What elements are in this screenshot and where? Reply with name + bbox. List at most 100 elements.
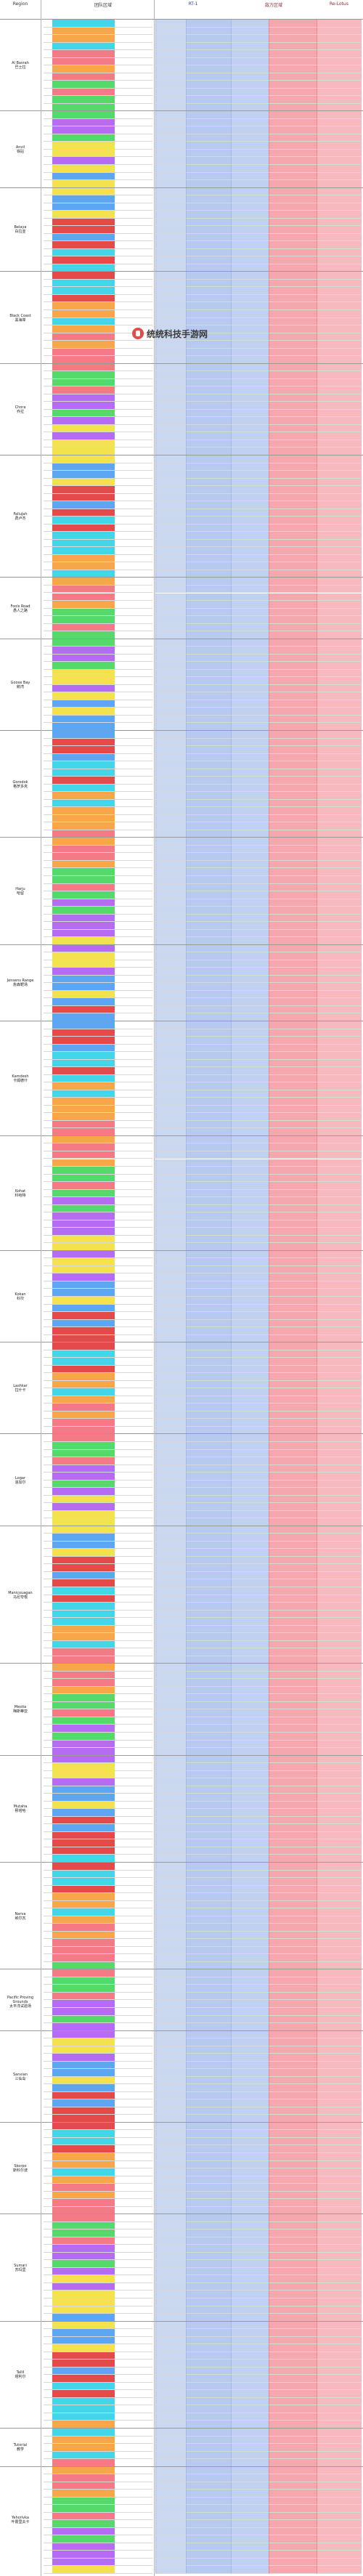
row-blue-b bbox=[186, 126, 231, 134]
row-layer-name bbox=[52, 218, 115, 227]
row-index bbox=[44, 1786, 52, 1794]
row-blue-c bbox=[231, 1900, 269, 1909]
row-index bbox=[44, 1106, 52, 1114]
row-red-b bbox=[317, 1037, 362, 1045]
row-red-b bbox=[317, 1380, 362, 1389]
row-blue-a bbox=[155, 623, 186, 632]
row-index bbox=[44, 2153, 52, 2161]
table-row bbox=[0, 1717, 363, 1725]
row-num-b bbox=[144, 899, 152, 907]
row-blue-c bbox=[231, 1319, 269, 1328]
row-num-b bbox=[144, 1564, 152, 1572]
row-red-b bbox=[317, 1167, 362, 1175]
row-red-b bbox=[317, 2527, 362, 2536]
row-num-b bbox=[144, 43, 152, 51]
row-index bbox=[44, 1908, 52, 1916]
table-row bbox=[0, 684, 363, 693]
row-blue-b bbox=[186, 1465, 231, 1473]
row-red-a bbox=[269, 1327, 317, 1335]
row-red-b bbox=[317, 1603, 362, 1611]
row-blue-c bbox=[231, 2160, 269, 2169]
row-red-b bbox=[317, 814, 362, 823]
row-blue-a bbox=[155, 738, 186, 747]
row-red-b bbox=[317, 876, 362, 884]
row-num-a bbox=[136, 1832, 144, 1840]
row-layer-name bbox=[52, 715, 115, 724]
row-layer-name bbox=[52, 134, 115, 142]
row-index bbox=[44, 203, 52, 211]
row-num-a bbox=[136, 2368, 144, 2375]
table-row bbox=[0, 1862, 363, 1871]
row-blue-a bbox=[155, 96, 186, 104]
table-row bbox=[0, 2382, 363, 2391]
row-index bbox=[44, 915, 52, 923]
row-red-a bbox=[269, 1885, 317, 1894]
row-blue-a bbox=[155, 601, 186, 609]
row-blue-a bbox=[155, 1342, 186, 1350]
row-blue-a bbox=[155, 1924, 186, 1932]
row-layer-name bbox=[52, 1235, 115, 1244]
row-blue-a bbox=[155, 2291, 186, 2298]
table-row bbox=[0, 838, 363, 846]
row-num-b bbox=[144, 50, 152, 58]
row-blue-a bbox=[155, 1648, 186, 1656]
row-tag bbox=[115, 846, 136, 854]
row-blue-c bbox=[231, 1044, 269, 1053]
row-red-a bbox=[269, 2367, 317, 2375]
row-index bbox=[44, 2260, 52, 2268]
row-num-b bbox=[144, 2375, 152, 2383]
row-num-b bbox=[144, 2543, 152, 2551]
row-num-a bbox=[136, 1977, 144, 1985]
row-blue-a bbox=[155, 1778, 186, 1786]
row-red-a bbox=[269, 2291, 317, 2298]
row-blue-a bbox=[155, 211, 186, 219]
row-num-a bbox=[136, 2329, 144, 2337]
row-blue-c bbox=[231, 165, 269, 173]
row-blue-c bbox=[231, 256, 269, 264]
row-layer-name bbox=[52, 2566, 115, 2574]
row-index bbox=[44, 2268, 52, 2276]
row-blue-b bbox=[186, 2137, 231, 2146]
row-num-a bbox=[136, 685, 144, 693]
row-red-b bbox=[317, 1618, 362, 1626]
row-blue-b bbox=[186, 2306, 231, 2314]
row-blue-a bbox=[155, 1755, 186, 1764]
row-red-b bbox=[317, 1801, 362, 1810]
row-red-a bbox=[269, 899, 317, 907]
row-blue-a bbox=[155, 1495, 186, 1504]
row-red-b bbox=[317, 2413, 362, 2421]
row-num-a bbox=[136, 2528, 144, 2536]
row-blue-c bbox=[231, 1358, 269, 1366]
table-row bbox=[0, 1265, 363, 1274]
row-red-a bbox=[269, 363, 317, 372]
row-num-b bbox=[144, 417, 152, 425]
row-layer-name bbox=[52, 2184, 115, 2192]
row-blue-a bbox=[155, 1603, 186, 1611]
row-layer-name bbox=[52, 2451, 115, 2460]
row-blue-c bbox=[231, 517, 269, 524]
row-blue-b bbox=[186, 2275, 231, 2283]
row-index bbox=[44, 1082, 52, 1090]
row-layer-name bbox=[52, 539, 115, 548]
row-blue-c bbox=[231, 1258, 269, 1266]
row-num-b bbox=[144, 1633, 152, 1641]
row-red-b bbox=[317, 868, 362, 876]
row-layer-name bbox=[52, 1120, 115, 1129]
row-red-b bbox=[317, 517, 362, 524]
row-red-a bbox=[269, 1067, 317, 1075]
row-blue-c bbox=[231, 317, 269, 326]
row-blue-a bbox=[155, 1954, 186, 1962]
row-red-b bbox=[317, 1212, 362, 1220]
row-blue-a bbox=[155, 1625, 186, 1634]
row-tag bbox=[115, 287, 136, 295]
row-red-a bbox=[269, 2535, 317, 2543]
row-num-b bbox=[144, 2482, 152, 2490]
row-layer-name bbox=[52, 746, 115, 754]
row-blue-c bbox=[231, 883, 269, 892]
row-layer-name bbox=[52, 623, 115, 632]
row-layer-name bbox=[52, 2490, 115, 2498]
table-row bbox=[0, 157, 363, 165]
table-row bbox=[0, 1411, 363, 1419]
row-index bbox=[44, 2344, 52, 2352]
row-num-a bbox=[136, 1182, 144, 1190]
